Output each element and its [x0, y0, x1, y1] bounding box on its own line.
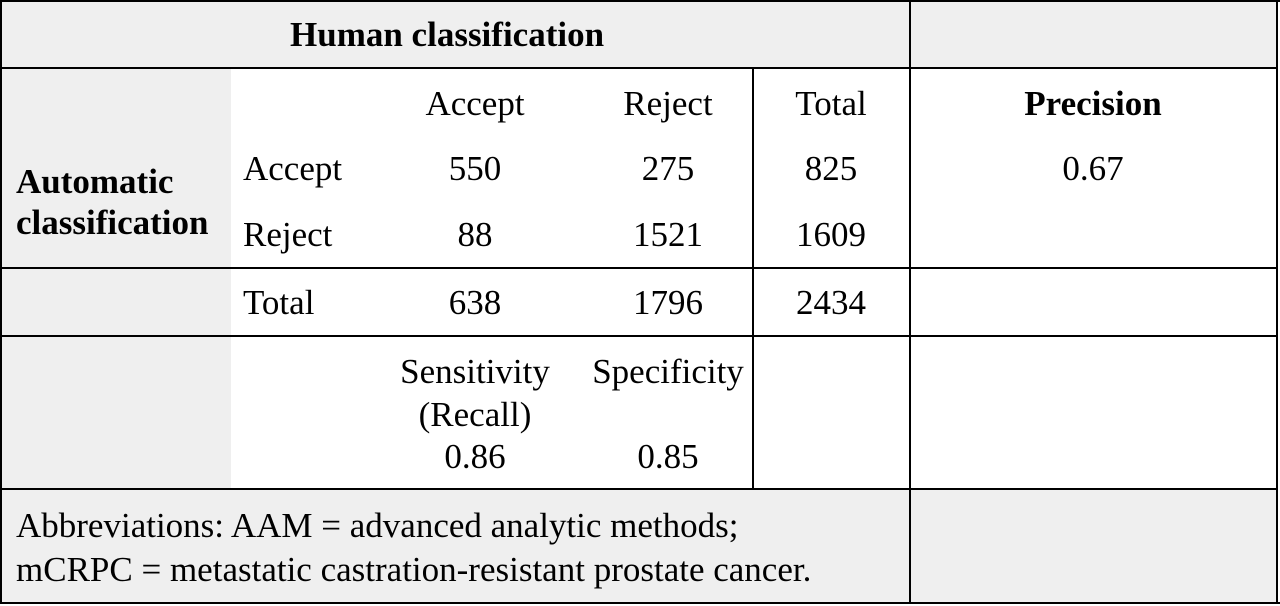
footnote-right-cell	[910, 489, 1276, 604]
row-label-accept: Accept	[243, 149, 343, 188]
col-header-accept: Accept	[425, 84, 525, 123]
footnote-cell	[2, 489, 910, 604]
row-label-total: Total	[243, 283, 315, 322]
header-right-cell	[910, 2, 1276, 68]
precision-header: Precision	[1024, 84, 1162, 123]
rule-below-matrix	[0, 267, 1278, 269]
rule-precision-column	[909, 0, 911, 604]
metrics-label-cell	[2, 336, 231, 489]
specificity-label: Specificity	[592, 352, 744, 391]
border-left	[0, 0, 2, 604]
footnote-line1: Abbreviations: AAM = advanced analytic m…	[16, 506, 739, 545]
sensitivity-value: 0.86	[444, 437, 506, 476]
cell-reject-reject: 1521	[633, 215, 703, 254]
header-title: Human classification	[290, 15, 605, 54]
rule-total-column	[752, 68, 754, 489]
header-cell	[2, 2, 910, 68]
border-right	[1276, 0, 1278, 604]
total-row-label-cell	[2, 268, 231, 336]
border-top	[0, 0, 1280, 2]
col-header-total: Total	[795, 84, 867, 123]
cell-accept-reject: 275	[641, 149, 695, 188]
sensitivity-label-line1: Sensitivity	[400, 352, 550, 391]
sensitivity-label-line2: (Recall)	[418, 395, 532, 434]
row-group-label-cell	[2, 68, 231, 268]
rule-above-footnote	[0, 488, 1278, 490]
cell-total-total: 2434	[796, 283, 866, 322]
cell-total-accept: 638	[448, 283, 502, 322]
row-label-reject: Reject	[243, 215, 333, 254]
row-group-label-line2: classification	[16, 203, 209, 242]
cell-reject-accept: 88	[457, 215, 493, 254]
precision-value: 0.67	[1062, 149, 1124, 188]
col-header-reject: Reject	[623, 84, 713, 123]
specificity-value: 0.85	[637, 437, 699, 476]
cell-accept-total: 825	[804, 149, 858, 188]
rule-below-header	[0, 67, 1278, 69]
cell-accept-accept: 550	[448, 149, 502, 188]
border-bottom	[0, 602, 1280, 604]
footnote-line2: mCRPC = metastatic castration-resistant …	[16, 550, 812, 589]
cell-total-reject: 1796	[633, 283, 703, 322]
rule-below-total	[0, 335, 1278, 337]
cell-reject-total: 1609	[796, 215, 866, 254]
row-group-label-line1: Automatic	[16, 162, 174, 201]
